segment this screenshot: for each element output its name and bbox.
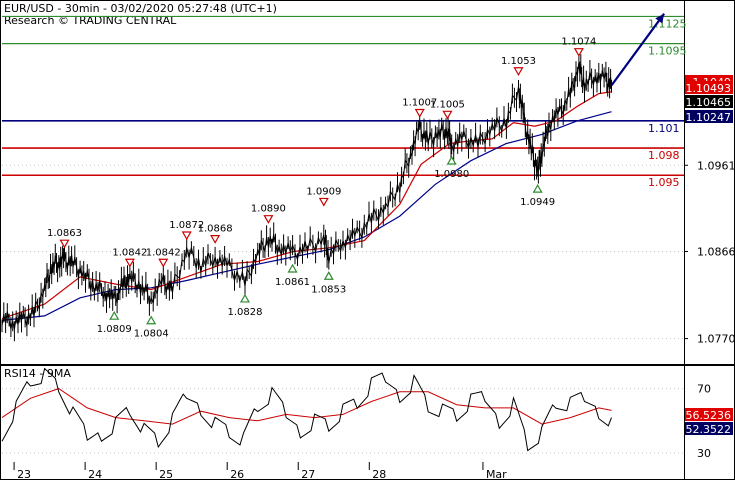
x-tick-label: 25 (159, 468, 173, 480)
swing-high-label: 1.0890 (251, 204, 286, 215)
x-tick-label: 27 (301, 468, 315, 480)
swing-high-marker (414, 108, 425, 118)
main-panel-frame (0, 0, 735, 365)
swing-high-marker (181, 231, 192, 241)
swing-low-marker (323, 271, 334, 280)
swing-high-label: 1.0872 (169, 220, 204, 231)
projection-arrow-line (610, 13, 665, 87)
x-tick-label: 23 (17, 468, 31, 480)
swing-high-label: 1.0868 (198, 224, 233, 235)
x-tick-label: Mar (486, 468, 507, 480)
level-label: 1.098 (648, 149, 680, 162)
swing-high-marker (513, 67, 524, 76)
swing-low-marker (239, 293, 250, 303)
y-tick-label: 1.0961 (697, 159, 735, 172)
swing-low-marker (446, 155, 457, 165)
rsi-tag-bg (685, 422, 733, 435)
swing-low-label: 1.0828 (227, 307, 262, 318)
level-label: 1.1095 (648, 45, 687, 58)
swing-high-marker (442, 110, 453, 120)
swing-low-marker (532, 183, 543, 193)
y-tick-label: 1.0866 (697, 245, 735, 258)
swing-low-marker (109, 310, 120, 320)
chart-title: EUR/USD - 30min - 03/02/2020 05:27:48 (U… (4, 2, 277, 15)
swing-low-label: 1.0804 (134, 329, 169, 340)
swing-low-label: 1.0980 (434, 169, 469, 180)
swing-high-marker (573, 48, 584, 57)
swing-high-marker (158, 258, 169, 268)
rsi-ma-line (1, 388, 612, 425)
swing-low-label: 1.0853 (311, 284, 346, 295)
level-label: 1.1125 (648, 17, 687, 30)
price-tag-bg (685, 110, 733, 123)
rsi-tick-label: 30 (697, 447, 711, 460)
price-tag-bg (685, 81, 733, 94)
swing-high-label: 1.0842 (112, 247, 147, 258)
rsi-line (1, 367, 612, 452)
y-tick-label: 1.0770 (697, 333, 735, 346)
swing-low-label: 1.0949 (520, 197, 555, 208)
rsi-tag-label: 56.5236 (686, 409, 732, 422)
rsi-tick-label: 70 (697, 383, 711, 396)
swing-high-marker (124, 258, 135, 268)
swing-high-label: 1.1005 (430, 99, 465, 110)
swing-high-label: 1.1007 (402, 98, 437, 109)
swing-high-label: 1.1053 (501, 56, 536, 67)
swing-high-marker (318, 197, 329, 207)
price-tag-label: 1.10493 (686, 82, 732, 95)
swing-low-marker (146, 315, 157, 325)
level-label: 1.101 (648, 122, 680, 135)
swing-high-marker (263, 215, 274, 224)
rsi-tag-bg (685, 408, 733, 421)
swing-low-label: 1.0809 (97, 324, 132, 335)
swing-low-label: 1.0861 (275, 277, 310, 288)
swing-high-label: 1.0842 (146, 247, 181, 258)
x-tick-label: 26 (230, 468, 244, 480)
price-tag-label: 1.10247 (686, 111, 732, 124)
swing-high-label: 1.1074 (561, 37, 596, 48)
level-label: 1.095 (648, 176, 680, 189)
x-tick-label: 24 (88, 468, 102, 480)
research-credit: Research © TRADING CENTRAL (4, 14, 177, 27)
projection-arrow-head (655, 13, 665, 24)
swing-high-marker (59, 239, 70, 249)
price-tag-label: 1.10465 (686, 96, 732, 109)
swing-high-label: 1.0909 (306, 186, 341, 197)
rsi-panel-frame (0, 365, 735, 480)
price-tag-bg (685, 95, 733, 108)
x-tick-label: 28 (372, 468, 386, 480)
rsi-tag-label: 52.3522 (686, 423, 732, 436)
swing-high-label: 1.0863 (47, 228, 82, 239)
swing-low-marker (287, 263, 298, 273)
swing-high-marker (210, 235, 221, 244)
